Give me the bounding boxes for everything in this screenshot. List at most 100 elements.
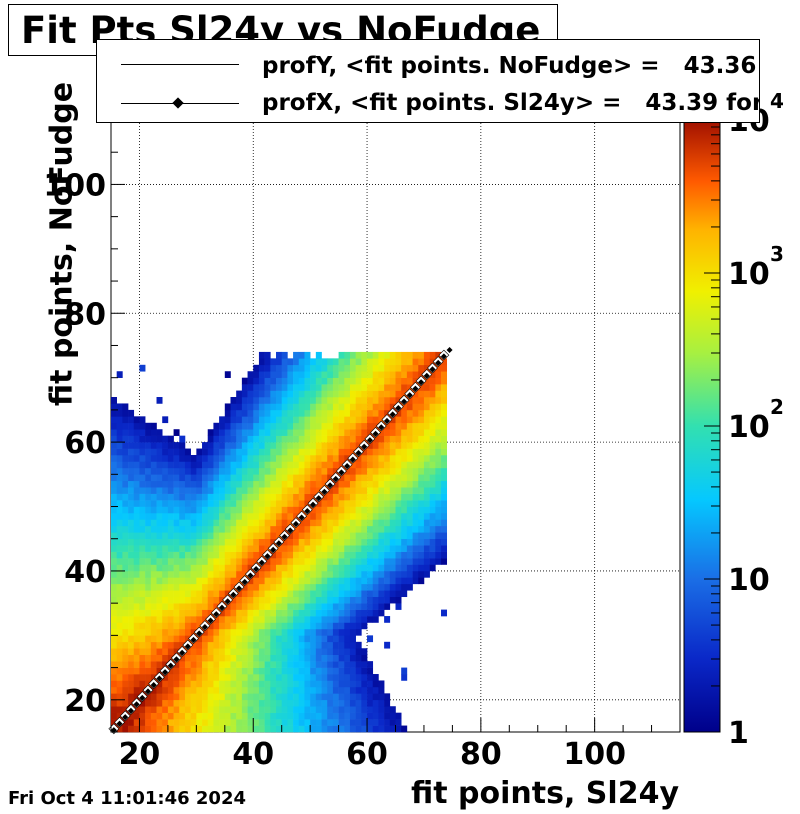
histogram-cell [355,686,362,694]
histogram-cell [361,616,368,623]
histogram-cell [287,448,294,456]
histogram-cell [418,474,425,482]
histogram-cell [372,686,379,694]
histogram-cell [202,493,209,501]
histogram-cell [276,409,282,417]
histogram-cell [241,397,248,404]
histogram-cell [435,429,442,436]
histogram-cell [349,519,356,527]
histogram-cell [253,622,260,630]
histogram-cell [276,442,282,449]
histogram-cell [367,416,374,424]
histogram-cell [133,712,140,720]
histogram-cell [156,454,163,462]
histogram-cell [372,558,379,565]
histogram-cell [173,686,180,694]
histogram-cell [253,609,260,617]
histogram-cell [128,448,135,456]
histogram-cell [389,525,396,533]
histogram-cell [389,403,396,411]
histogram-cell [122,500,129,507]
histogram-cell [372,603,379,610]
histogram-cell [395,532,402,540]
histogram-cell [327,712,334,720]
histogram-cell [179,525,186,533]
histogram-cell [139,628,146,636]
histogram-cell [156,564,163,572]
histogram-cell [327,442,334,449]
histogram-cell [406,570,413,578]
histogram-cell [162,487,169,494]
histogram-cell [162,525,169,533]
histogram-cell [304,699,311,707]
histogram-cell [184,448,191,456]
histogram-cell [384,467,391,475]
histogram-cell [395,596,402,604]
histogram-cell [253,545,260,552]
histogram-cell [287,409,294,417]
histogram-cell [145,590,152,598]
histogram-cell [236,596,243,604]
histogram-cell [315,397,322,404]
histogram-cell [372,519,379,527]
histogram-cell [276,628,282,636]
histogram-cell [372,480,379,488]
histogram-cell [332,564,339,572]
histogram-cell [287,654,294,662]
histogram-cell [162,512,169,520]
histogram-cell [162,448,169,456]
histogram-cell [207,429,214,436]
histogram-cell [429,422,436,430]
histogram-cell [332,435,339,443]
colorbar-tick-label: 10 [728,257,770,292]
histogram-cell [349,364,356,372]
histogram-cell [281,583,288,591]
histogram-cell [224,442,231,449]
histogram-cell [298,706,305,713]
histogram-cell [213,448,220,456]
histogram-cell [435,525,442,533]
histogram-cell [435,461,442,469]
histogram-cell [156,480,163,488]
histogram-cell [321,448,328,456]
histogram-cell [139,467,146,475]
histogram-cell [202,725,209,733]
profx-point [258,559,265,566]
histogram-cell [298,371,305,378]
histogram-cell [167,719,174,726]
histogram-cell [321,461,328,469]
histogram-cell [361,403,368,411]
histogram-cell [276,725,282,733]
histogram-cell [150,442,157,449]
histogram-cell [349,429,356,436]
histogram-cell [423,570,430,578]
histogram-cell [145,532,152,540]
histogram-cell [304,680,311,688]
profx-point [327,482,334,489]
histogram-cell [224,448,231,456]
histogram-cell [213,519,220,527]
histogram-cell [344,693,351,701]
histogram-cell [310,487,317,494]
histogram-cell [264,403,271,411]
histogram-cell [111,680,117,688]
histogram-cell [202,583,209,591]
histogram-cell [315,596,322,604]
histogram-cell [270,725,277,733]
histogram-cell [304,583,311,591]
histogram-cell [219,454,226,462]
histogram-cell [338,583,345,591]
histogram-cell [207,686,214,694]
histogram-cell [264,397,271,404]
histogram-cell [122,551,129,559]
histogram-cell [327,364,334,372]
histogram-cell [367,661,374,668]
histogram-cell [315,641,322,649]
histogram-cell [133,467,140,475]
histogram-cell [258,577,265,585]
histogram-cell [179,461,186,469]
histogram-cell [156,474,163,482]
histogram-cell [349,390,356,398]
histogram-cell [401,551,408,559]
histogram-cell [264,487,271,494]
